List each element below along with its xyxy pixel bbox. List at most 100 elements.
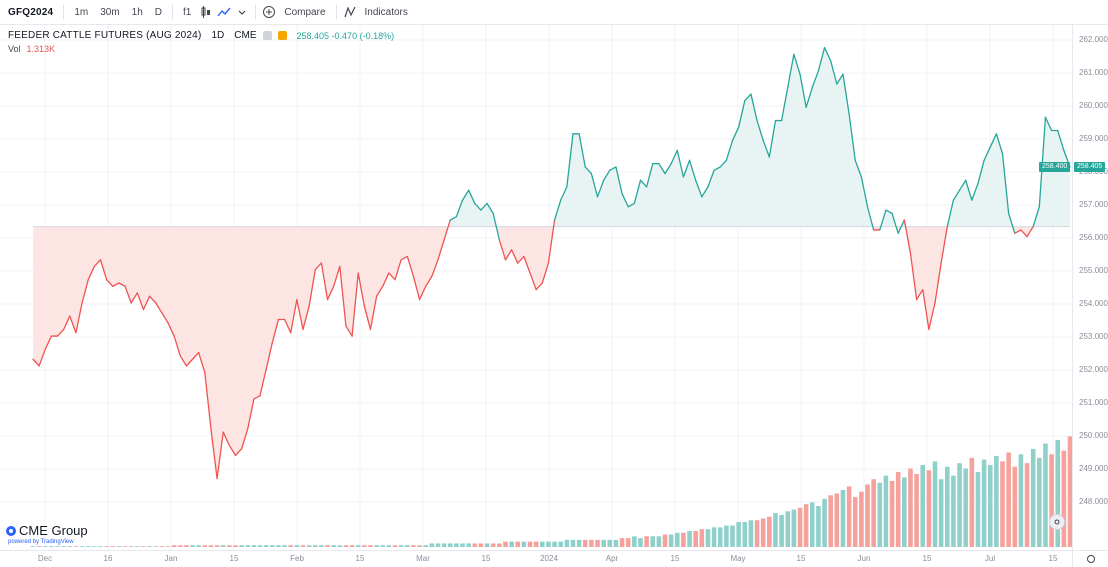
volume-bar [1043,443,1048,547]
volume-bar [171,545,177,547]
indicators-button[interactable]: Indicators [364,6,408,18]
volume-bar [558,541,563,547]
price-chart[interactable] [0,25,1072,550]
price-line-segment [793,53,801,75]
price-line-segment [130,292,138,304]
price-line-segment [155,302,163,314]
price-line-segment [596,179,605,198]
volume-bar [67,546,73,547]
volume-bar [938,479,944,547]
price-line-segment [253,395,261,400]
volume-bar [454,543,459,547]
price-line-segment [492,212,500,241]
price-line-segment [461,189,470,201]
toolbar-divider [172,5,174,19]
interval-1m-button[interactable]: 1m [74,6,89,18]
volume-bar [681,532,686,547]
volume-bar [675,532,680,547]
volume-bar [840,489,846,547]
price-line-segment [719,159,728,168]
line-chart-icon[interactable] [215,3,233,21]
price-line-segment [560,186,568,201]
volume-bar [392,545,398,547]
volume-bar [61,546,66,547]
price-line-segment [915,288,924,301]
volume-bar [644,536,649,547]
time-label: Apr [605,554,619,563]
volume-bar [951,475,956,547]
price-line-segment [541,262,550,284]
chevron-down-icon[interactable] [233,3,251,21]
volume-bar [497,543,502,547]
price-line-segment [173,335,181,357]
up-area-fill [448,47,1070,227]
volume-bar [1024,463,1030,547]
price-line-segment [406,255,415,278]
volume-bar [92,546,97,547]
volume-bar [576,539,582,547]
price-line-segment [1001,153,1010,215]
volume-bar [85,546,91,547]
price-line-segment [247,398,255,430]
volume-bar [208,545,214,547]
time-label: 15 [796,554,806,563]
price-line-segment [314,262,323,271]
price-line-segment [124,285,132,304]
volume-bar [177,545,183,547]
time-scale[interactable]: Dec 16 Jan 15 Feb 15 Mar 15 2024 Apr 15 May 15 Jun 15 J… [0,550,1072,567]
price-line-segment [553,199,562,221]
price-line-segment [302,305,310,331]
price-line-segment [645,163,654,188]
time-label: Mar [416,554,430,563]
interval-d-button[interactable]: D [154,6,163,18]
price-line-segment [535,282,543,291]
volume-bar [141,546,146,547]
indicators-icon[interactable] [341,3,359,21]
volume-bar [521,541,527,547]
volume-bar [1006,452,1011,547]
auto-scale-button[interactable] [1072,550,1108,567]
interval-30m-button[interactable]: 30m [100,6,120,18]
price-line-segment [750,93,758,122]
add-compare-icon[interactable] [260,3,278,21]
price-line-segment [695,179,703,198]
chart-settings-button[interactable] [1049,514,1065,530]
price-line-segment [885,209,893,215]
volume-bar [883,475,889,547]
volume-bar [368,545,373,547]
volume-bar [165,546,171,547]
interval-1h-button[interactable]: 1h [131,6,143,18]
volume-bar [1018,454,1024,547]
gear-icon [1054,519,1060,525]
volume-bar [932,461,938,547]
compare-button[interactable]: Compare [284,6,326,18]
price-line-segment [474,202,482,211]
price-line-segment [744,93,752,102]
volume-bar [159,546,165,547]
price-line-segment [443,219,451,241]
volume-bar [227,545,232,547]
chart-type-label[interactable]: f1 [183,6,192,18]
symbol-search-button[interactable]: GFQ2024 [8,6,54,18]
price-label: 250.000 [1079,431,1108,440]
price-line-segment [848,113,856,161]
price-label: 254.000 [1079,299,1108,308]
price-line-segment [345,325,353,337]
price-line-segment [603,169,611,181]
price-line-segment [780,86,789,122]
volume-bar [754,520,760,547]
volume-bar [135,546,140,547]
price-scale[interactable]: 262.000261.000260.000259.000258.000257.0… [1072,25,1108,550]
price-line-segment [713,166,721,171]
volume-bar [282,545,287,547]
candles-icon[interactable] [197,3,215,21]
volume-bar [503,541,508,547]
volume-bar [411,545,416,547]
volume-bar [104,546,109,547]
volume-bar [128,546,134,547]
volume-bar [619,538,625,547]
volume-bar [828,495,833,547]
price-line-segment [357,272,365,307]
volume-bar [110,546,116,547]
price-line-segment [326,285,335,301]
